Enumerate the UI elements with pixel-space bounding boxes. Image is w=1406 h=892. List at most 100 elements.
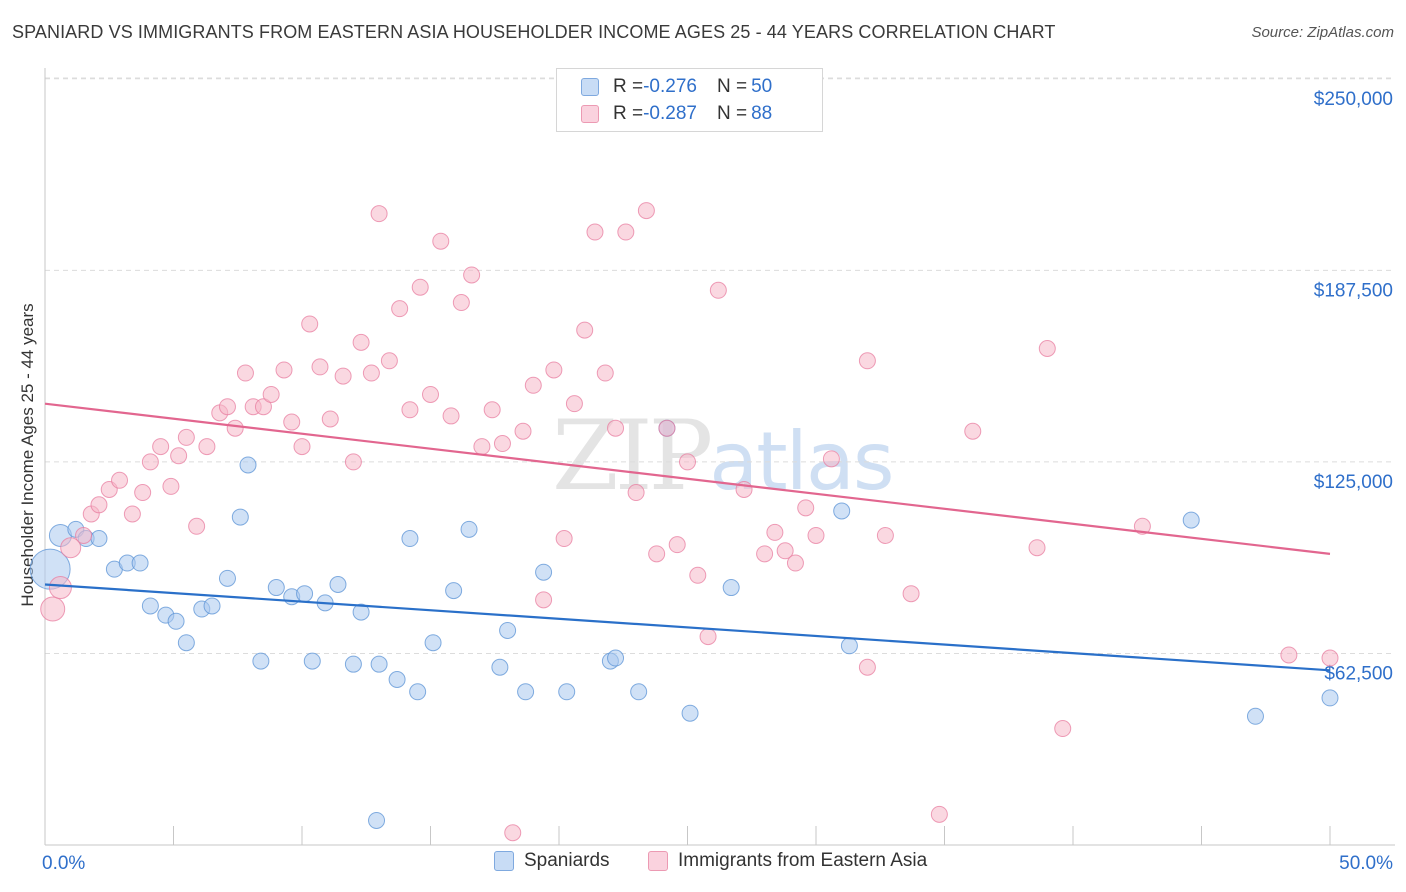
series-legend: Spaniards Immigrants from Eastern Asia (0, 850, 1406, 878)
immigrants-point (111, 471, 129, 489)
immigrants-point (627, 484, 645, 502)
legend-r-value: -0.276 (643, 76, 697, 97)
spaniards-point (218, 569, 236, 587)
series-label-immigrants: Immigrants from Eastern Asia (678, 850, 928, 871)
immigrants-point (617, 223, 635, 241)
immigrants-point (858, 658, 876, 676)
immigrants-point (134, 484, 152, 502)
immigrants-point (807, 526, 825, 544)
spaniards-point (460, 520, 478, 538)
spaniards-point (517, 683, 535, 701)
chart-title: SPANIARD VS IMMIGRANTS FROM EASTERN ASIA… (12, 22, 1056, 42)
spaniards-point (1182, 511, 1200, 529)
spaniards-point (722, 579, 740, 597)
immigrants-point (1038, 340, 1056, 358)
immigrants-point (401, 401, 419, 419)
immigrants-point (637, 202, 655, 220)
y-tick-label: $125,000 (1314, 472, 1393, 493)
spaniards-point (681, 704, 699, 722)
immigrants-trend-line (44, 402, 1331, 555)
immigrants-point (709, 281, 727, 299)
immigrants-point (177, 428, 195, 446)
immigrants-point (679, 453, 696, 471)
spaniards-point (141, 597, 159, 615)
spaniards-point (535, 563, 553, 581)
immigrants-point (48, 576, 72, 600)
spaniards-point (303, 652, 321, 670)
immigrants-point (463, 266, 481, 284)
series-label-spaniards: Spaniards (524, 850, 610, 871)
immigrants-point (876, 526, 894, 544)
y-tick-label: $250,000 (1314, 89, 1393, 110)
immigrants-point (226, 419, 244, 437)
series-swatch-spaniards (494, 851, 514, 871)
immigrants-point (152, 438, 170, 456)
immigrants-point (1133, 517, 1151, 535)
spaniards-trend-line (44, 583, 1331, 672)
legend-r-label: R = (613, 103, 644, 124)
series-legend-immigrants: Immigrants from Eastern Asia (648, 850, 927, 872)
spaniards-point (491, 658, 509, 676)
spaniards-point (239, 456, 257, 474)
spaniards-point (131, 554, 149, 572)
spaniards-point (177, 634, 195, 652)
correlation-legend: R = -0.276 N = 50 R = -0.287 N = 88 (556, 68, 823, 132)
immigrants-point (334, 367, 352, 385)
immigrants-point (535, 591, 553, 609)
spaniards-point (344, 655, 362, 673)
immigrants-point (483, 401, 501, 419)
immigrants-point (141, 453, 159, 471)
immigrants-point (262, 385, 280, 403)
spaniards-point (203, 597, 221, 615)
legend-n-label: N = (716, 103, 748, 124)
spaniards-point (388, 671, 406, 689)
immigrants-point (555, 530, 573, 548)
spaniards-point (607, 649, 625, 667)
spaniards-point (267, 579, 285, 597)
immigrants-point (162, 477, 180, 495)
x-tick-label: 0.0% (42, 853, 85, 874)
spaniards-point (409, 683, 427, 701)
spaniards-point (630, 683, 648, 701)
immigrants-point (648, 545, 666, 563)
immigrants-point (442, 407, 460, 425)
y-axis-title: Householder Income Ages 25 - 44 years (18, 303, 37, 606)
spaniards-point (833, 502, 851, 520)
immigrants-point (524, 376, 542, 394)
immigrants-point (586, 223, 604, 241)
immigrants-point (545, 361, 563, 379)
spaniards-point (445, 582, 463, 600)
immigrants-point (321, 410, 339, 428)
immigrants-point (422, 385, 439, 403)
immigrants-point (75, 526, 93, 544)
immigrants-point (254, 398, 272, 416)
immigrants-point (411, 278, 429, 296)
y-tick-label: $62,500 (1324, 663, 1393, 684)
legend-swatch-spaniards (581, 78, 599, 96)
spaniards-point (401, 530, 419, 548)
immigrants-point (362, 364, 380, 382)
legend-swatch-immigrants (581, 105, 599, 123)
immigrants-point (596, 364, 614, 382)
spaniards-point (252, 652, 270, 670)
immigrants-point (607, 419, 625, 437)
immigrants-point (452, 294, 470, 312)
immigrants-point (858, 352, 876, 370)
immigrants-point (188, 517, 206, 535)
immigrants-point (776, 542, 794, 560)
y-tick-label: $187,500 (1314, 280, 1393, 301)
spaniards-point (368, 811, 386, 829)
immigrants-point (40, 596, 66, 622)
spaniards-point (231, 508, 249, 526)
immigrants-point (90, 496, 108, 514)
immigrants-point (170, 447, 188, 465)
source-label: Source: ZipAtlas.com (1251, 24, 1394, 41)
immigrants-point (930, 805, 948, 823)
immigrants-point (123, 505, 141, 523)
immigrants-point (352, 333, 370, 351)
immigrants-point (514, 422, 532, 440)
series-swatch-immigrants (648, 851, 668, 871)
immigrants-point (1028, 539, 1046, 557)
immigrants-point (60, 537, 82, 559)
